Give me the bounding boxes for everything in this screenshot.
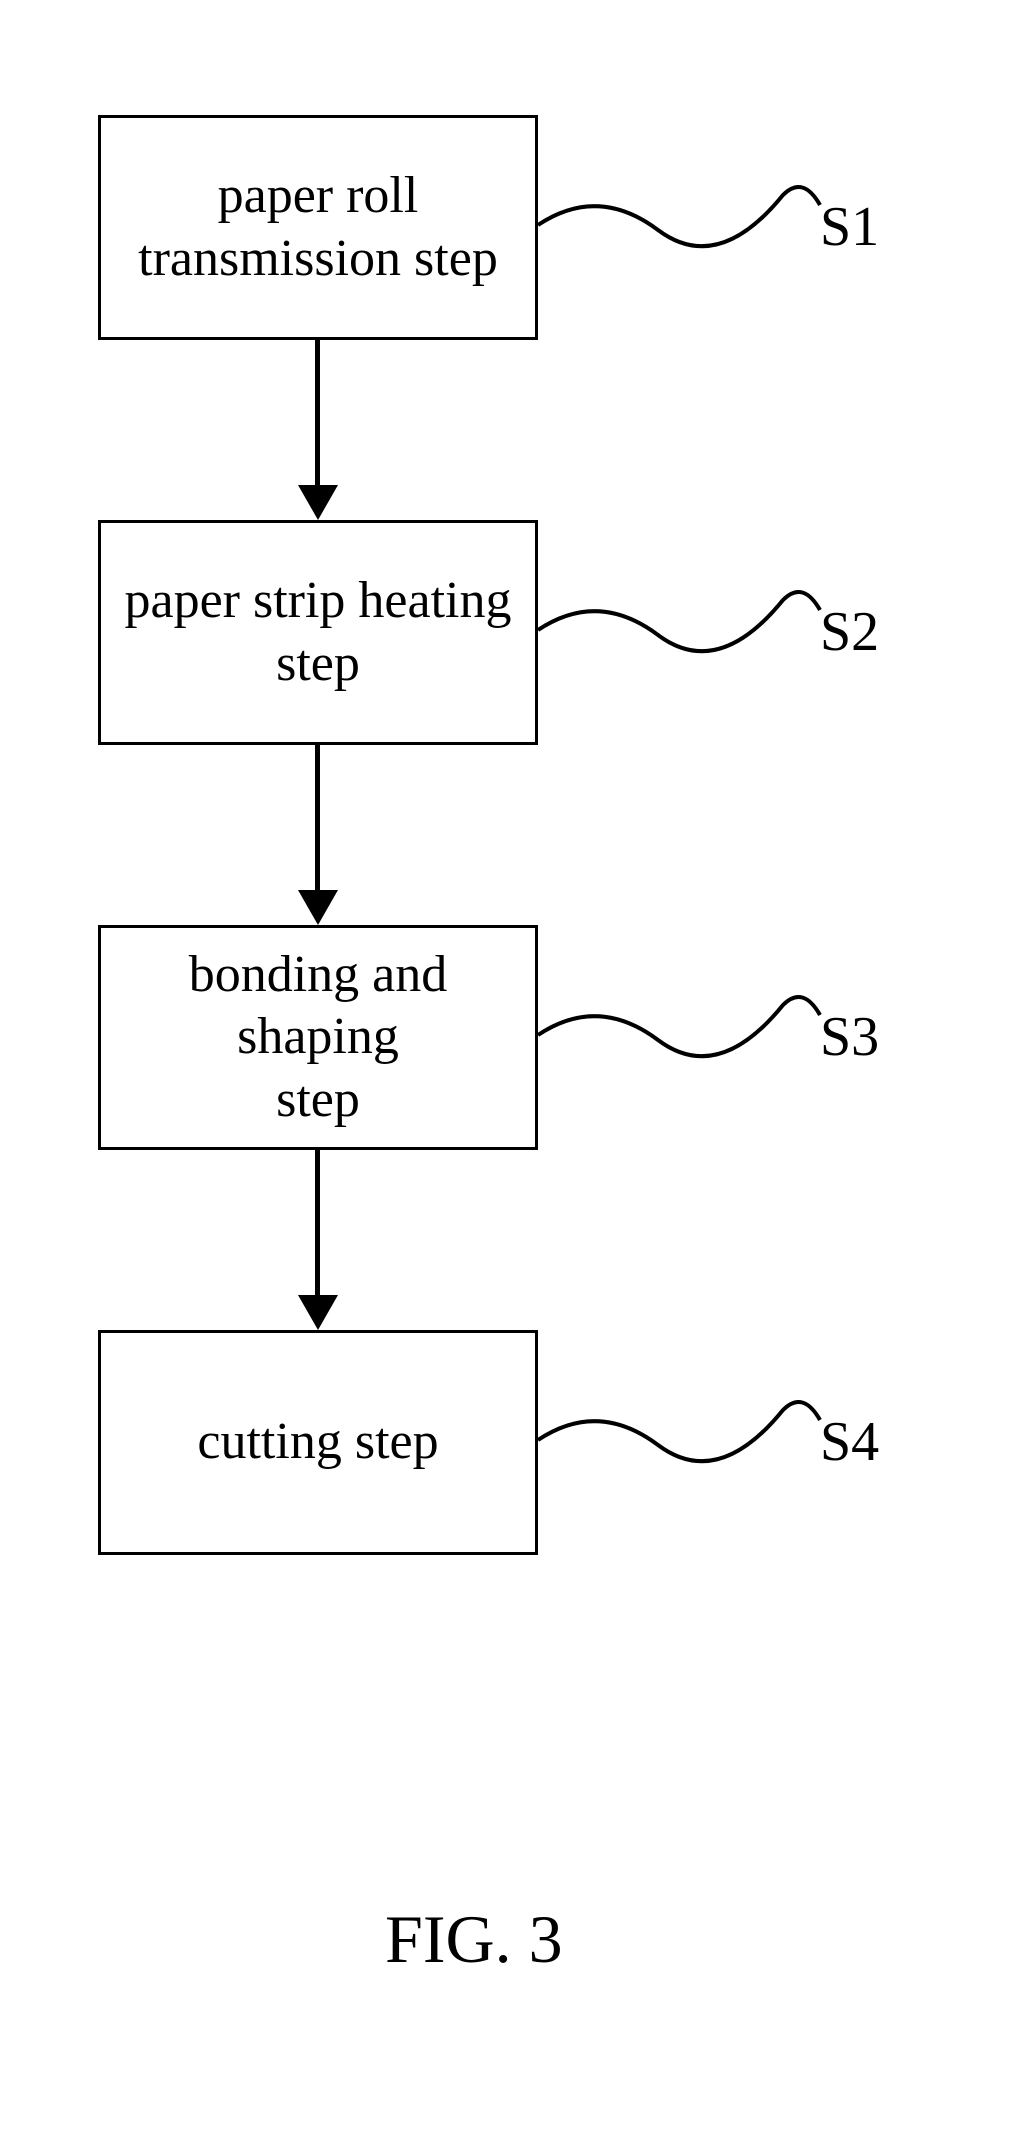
flowchart-container: paper rolltransmission step S1 paper str… xyxy=(0,0,1010,2154)
step-label-s2: paper strip heatingstep xyxy=(125,570,512,695)
step-code-s4: S4 xyxy=(820,1410,879,1474)
step-label-s1: paper rolltransmission step xyxy=(138,165,498,290)
step-code-s3: S3 xyxy=(820,1005,879,1069)
step-box-s1: paper rolltransmission step xyxy=(98,115,538,340)
connector-s1 xyxy=(538,175,823,275)
connector-s3 xyxy=(538,985,823,1085)
connector-s4 xyxy=(538,1390,823,1490)
step-label-s4: cutting step xyxy=(197,1411,438,1473)
step-box-s4: cutting step xyxy=(98,1330,538,1555)
step-label-s3: bonding and shapingstep xyxy=(111,944,525,1131)
step-code-s1: S1 xyxy=(820,195,879,259)
figure-caption: FIG. 3 xyxy=(385,1900,563,1979)
step-box-s3: bonding and shapingstep xyxy=(98,925,538,1150)
connector-s2 xyxy=(538,580,823,680)
step-code-s2: S2 xyxy=(820,600,879,664)
step-box-s2: paper strip heatingstep xyxy=(98,520,538,745)
